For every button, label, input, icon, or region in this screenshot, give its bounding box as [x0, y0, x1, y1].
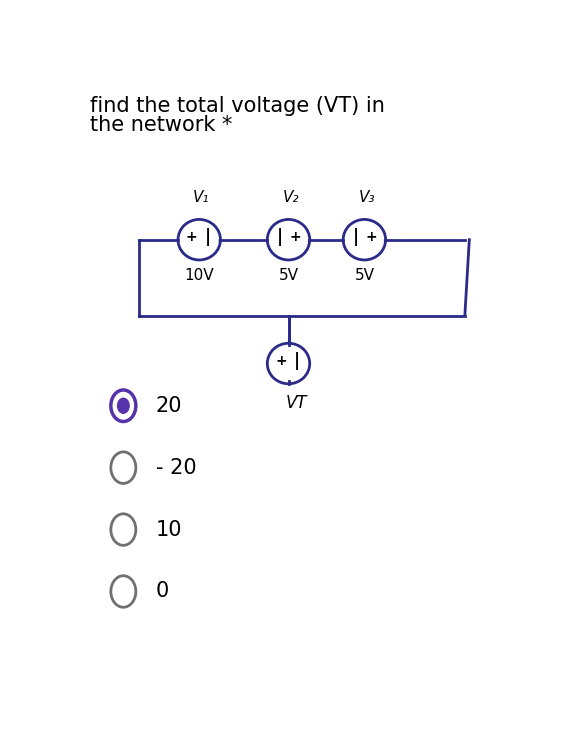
Text: - 20: - 20 [156, 458, 196, 477]
Text: V₃: V₃ [358, 190, 375, 205]
Text: find the total voltage (VT) in: find the total voltage (VT) in [90, 96, 385, 116]
Text: the network *: the network * [90, 115, 232, 135]
Text: |: | [353, 229, 358, 246]
Text: 5V: 5V [279, 268, 298, 284]
Text: 0: 0 [156, 581, 169, 602]
Text: |: | [294, 352, 301, 371]
Text: +: + [186, 230, 198, 244]
Text: V₁: V₁ [193, 190, 210, 205]
Text: 5V: 5V [354, 268, 374, 284]
Text: 10: 10 [156, 520, 183, 539]
Text: |: | [205, 229, 211, 246]
Ellipse shape [269, 347, 308, 380]
Text: VT: VT [286, 394, 307, 412]
Text: 20: 20 [156, 395, 183, 416]
Text: V₂: V₂ [282, 190, 299, 205]
Text: |: | [276, 229, 283, 246]
Text: +: + [275, 355, 287, 368]
Text: 10V: 10V [184, 268, 214, 284]
Text: +: + [289, 230, 301, 244]
Ellipse shape [345, 223, 384, 257]
Ellipse shape [269, 223, 308, 257]
Circle shape [117, 398, 130, 414]
Text: +: + [365, 230, 377, 244]
Ellipse shape [180, 223, 219, 257]
